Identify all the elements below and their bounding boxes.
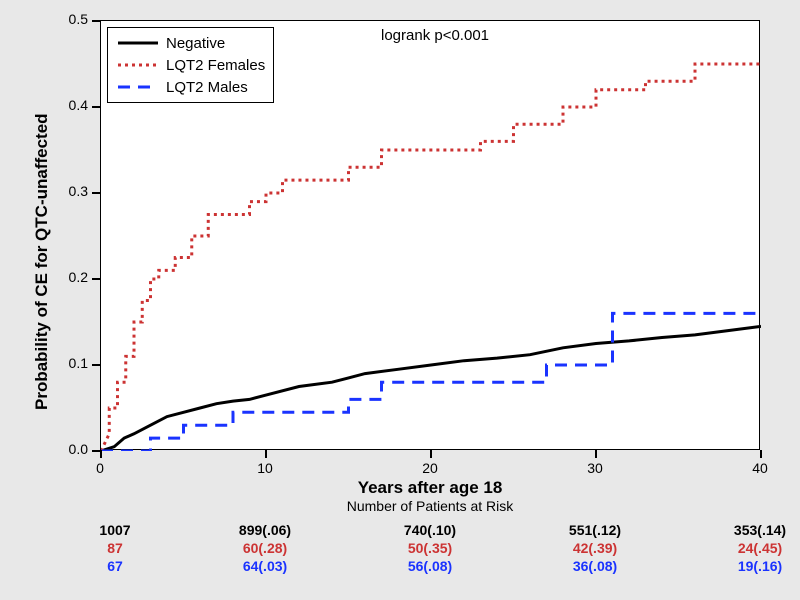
x-axis-label: Years after age 18 (100, 478, 760, 498)
risk-cell: 740(.10) (404, 522, 456, 538)
x-tick-label: 20 (415, 460, 445, 476)
legend-item: LQT2 Males (116, 76, 265, 98)
risk-cell: 56(.08) (408, 558, 452, 574)
legend-label: Negative (166, 35, 225, 52)
x-tick-mark (265, 450, 267, 458)
legend-label: LQT2 Males (166, 79, 248, 96)
risk-cell: 353(.14) (734, 522, 786, 538)
x-tick-label: 0 (85, 460, 115, 476)
legend-item: LQT2 Females (116, 54, 265, 76)
legend-label: LQT2 Females (166, 57, 265, 74)
risk-cell: 36(.08) (573, 558, 617, 574)
legend-swatch (116, 32, 160, 54)
x-tick-mark (100, 450, 102, 458)
risk-table-title: Number of Patients at Risk (100, 498, 760, 514)
risk-cell: 60(.28) (243, 540, 287, 556)
legend-box: Negative LQT2 Females LQT2 Males (107, 27, 274, 103)
x-tick-label: 10 (250, 460, 280, 476)
risk-cell: 87 (107, 540, 123, 556)
risk-cell: 42(.39) (573, 540, 617, 556)
y-tick-label: 0.1 (58, 355, 88, 371)
legend-item: Negative (116, 32, 265, 54)
y-tick-mark (92, 20, 100, 22)
risk-cell: 19(.16) (738, 558, 782, 574)
y-tick-label: 0.4 (58, 97, 88, 113)
y-tick-label: 0.2 (58, 269, 88, 285)
y-tick-mark (92, 450, 100, 452)
legend-swatch (116, 76, 160, 98)
risk-cell: 67 (107, 558, 123, 574)
risk-cell: 50(.35) (408, 540, 452, 556)
risk-cell: 899(.06) (239, 522, 291, 538)
curve-lqt2-males (101, 313, 761, 451)
risk-cell: 551(.12) (569, 522, 621, 538)
y-tick-label: 0.3 (58, 183, 88, 199)
y-tick-mark (92, 364, 100, 366)
legend-swatch (116, 54, 160, 76)
y-tick-mark (92, 278, 100, 280)
y-tick-label: 0.0 (58, 441, 88, 457)
y-tick-mark (92, 106, 100, 108)
chart-frame: Probability of CE for QTC-unaffected Neg… (0, 0, 800, 600)
plot-area: Negative LQT2 Females LQT2 Males logrank p… (100, 20, 760, 450)
y-axis-label: Probability of CE for QTC-unaffected (32, 113, 52, 410)
y-tick-mark (92, 192, 100, 194)
x-tick-label: 30 (580, 460, 610, 476)
curve-negative (101, 326, 761, 451)
risk-cell: 1007 (99, 522, 130, 538)
risk-cell: 24(.45) (738, 540, 782, 556)
curve-lqt2-females (101, 64, 761, 451)
x-tick-mark (430, 450, 432, 458)
logrank-annotation: logrank p<0.001 (381, 27, 489, 44)
risk-cell: 64(.03) (243, 558, 287, 574)
x-tick-label: 40 (745, 460, 775, 476)
x-tick-mark (760, 450, 762, 458)
y-tick-label: 0.5 (58, 11, 88, 27)
x-tick-mark (595, 450, 597, 458)
